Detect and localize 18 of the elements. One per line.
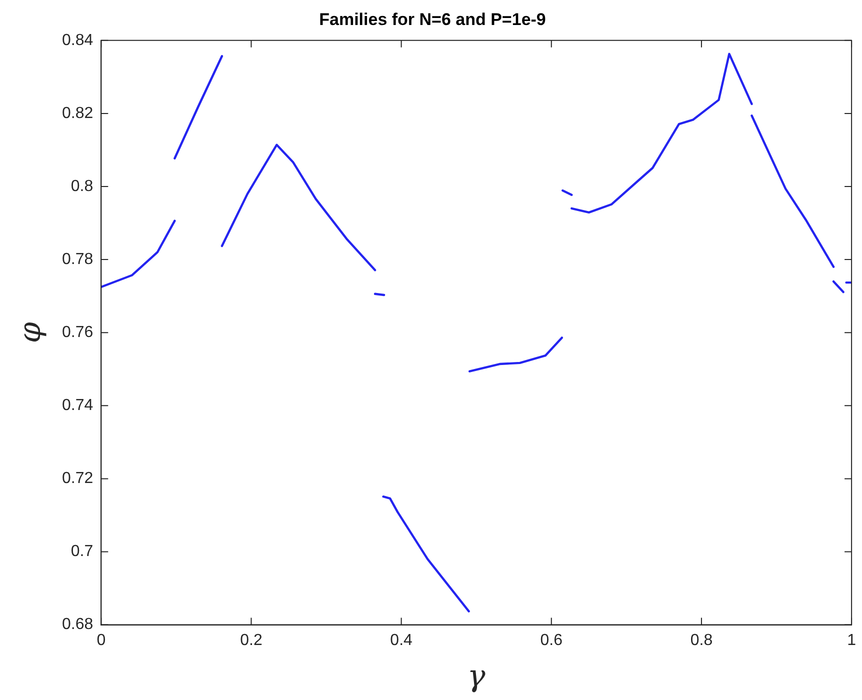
x-tick-label: 0.4 <box>390 632 413 649</box>
x-tick-label: 0.2 <box>240 632 262 649</box>
y-tick-label: 0.76 <box>62 324 94 342</box>
y-tick-label: 0.84 <box>62 32 94 49</box>
y-tick-label: 0.78 <box>62 250 94 268</box>
chart-title: Families for N=6 and P=1e-9 <box>319 10 546 29</box>
y-tick-label: 0.7 <box>70 543 94 560</box>
x-tick-label: 0.8 <box>690 632 713 649</box>
x-tick-label: 0 <box>96 632 106 649</box>
y-tick-label: 0.82 <box>62 104 94 122</box>
x-axis-title: γ <box>467 658 486 694</box>
y-tick-label: 0.8 <box>70 178 94 195</box>
x-tick-label: 0.6 <box>540 632 563 649</box>
y-axis-title: φ <box>12 322 48 344</box>
y-tick-label: 0.72 <box>62 470 94 488</box>
x-tick-label: 1 <box>847 632 856 649</box>
y-tick-label: 0.68 <box>62 616 94 634</box>
y-tick-label: 0.74 <box>62 397 94 414</box>
